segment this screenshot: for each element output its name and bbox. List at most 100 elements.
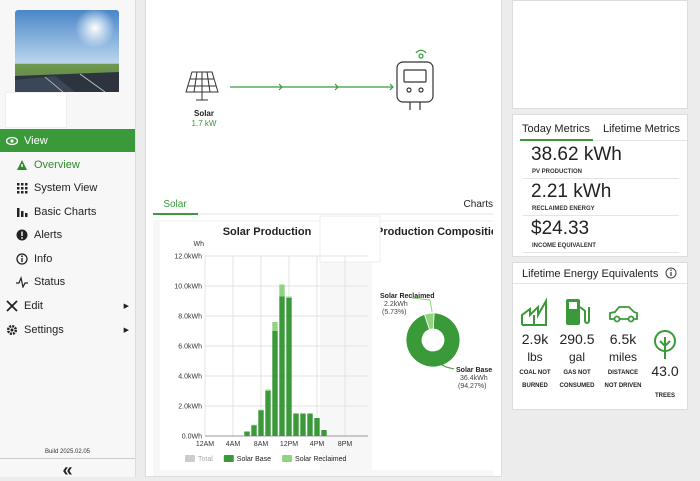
equivalent-unit: gal: [568, 350, 585, 364]
metric-label: INCOME EQUIVALENT: [532, 243, 596, 249]
tab-rule: [593, 140, 687, 141]
nav-item[interactable]: Info: [0, 247, 135, 270]
pie-value-label: 36.4kWh: [460, 375, 488, 382]
y-tick-label: 12.0kWh: [174, 254, 202, 261]
leader-line: [439, 363, 455, 370]
pie-percent-label: (5.73%): [382, 309, 407, 316]
nav-item[interactable]: Status: [0, 270, 135, 293]
equivalent-unit: lbs: [527, 350, 543, 364]
legend-label: Solar Base: [237, 456, 271, 463]
bar: [265, 389, 271, 391]
nav-label: Basic Charts: [34, 205, 97, 218]
equivalent-value: 6.5k: [609, 331, 637, 347]
tab-underline: [520, 139, 593, 141]
nav-icon: [16, 229, 28, 240]
nav-label: Overview: [34, 158, 80, 171]
bar: [251, 424, 257, 426]
legend-label: Solar Reclaimed: [295, 456, 346, 463]
nav-label: System View: [34, 181, 98, 194]
popup-box: [319, 215, 381, 263]
nav-label: Settings: [24, 323, 64, 336]
nav-item[interactable]: Alerts: [0, 223, 135, 246]
nav-item[interactable]: System View: [0, 176, 135, 199]
nav-icon: [16, 252, 28, 265]
nav-icon: [6, 299, 18, 312]
equivalents-card: Lifetime Energy Equivalents 2.9k lbs COAL …: [512, 262, 688, 410]
pie-label: Solar Reclaimed: [380, 293, 434, 300]
bar: [265, 391, 271, 436]
nav-arrow: ▶: [123, 302, 129, 310]
build-label: Build 2025.02.05: [44, 449, 91, 455]
equivalent: 6.5k miles DISTANCE NOT DRIVEN: [601, 297, 645, 389]
pie-chart-bg: [372, 222, 493, 470]
y-tick-label: 2.0kWh: [178, 404, 202, 411]
metric-label: RECLAIMED ENERGY: [532, 206, 595, 212]
rule: [513, 283, 687, 284]
y-tick-label: 6.0kWh: [178, 344, 202, 351]
rule: [523, 215, 679, 216]
nav-item[interactable]: Edit ▶: [0, 294, 135, 317]
bar-chart-title: Solar Production: [223, 226, 312, 238]
bar: [258, 409, 264, 411]
tab-lifetime[interactable]: Lifetime Metrics: [603, 123, 681, 135]
bar: [272, 331, 278, 436]
equivalent-label: TREES: [654, 393, 675, 399]
equivalent-icon: [609, 306, 638, 323]
equivalent-icon: [521, 297, 547, 326]
equivalent-value: 43.0: [651, 363, 679, 379]
y-tick-label: 10.0kWh: [174, 284, 202, 291]
nav-label: Edit: [24, 299, 43, 312]
tab-today[interactable]: Today Metrics: [522, 123, 590, 135]
rule: [523, 178, 679, 179]
tab-solar[interactable]: Solar: [163, 199, 187, 210]
logo-box: [5, 92, 67, 128]
metric-value: $24.33: [531, 218, 590, 239]
bar: [293, 413, 299, 436]
bar: [321, 430, 327, 436]
flow-arrows: [278, 83, 394, 91]
nav-item[interactable]: Settings ▶: [0, 318, 135, 341]
metric-value: 2.21 kWh: [531, 181, 612, 202]
x-tick-label: 12PM: [280, 441, 298, 448]
sidebar: Today, therewill be hours ofsunlight & a…: [0, 0, 136, 480]
equivalent-value: 2.9k: [521, 331, 549, 347]
equivalent: 43.0 TREES: [643, 329, 687, 399]
x-tick-label: 8PM: [338, 441, 353, 448]
pie-chart-title: Production Composition: [376, 226, 500, 238]
solar-panel-icon: [185, 71, 219, 101]
nav-icon: [17, 207, 28, 217]
equivalents-title: Lifetime Energy Equivalents: [522, 268, 659, 280]
bar: [258, 410, 264, 436]
nav-icon: [17, 159, 27, 170]
tab-charts[interactable]: Charts: [464, 199, 493, 210]
nav-item[interactable]: Basic Charts: [0, 200, 135, 223]
nav-label: View: [24, 134, 48, 147]
nav-label: Alerts: [34, 228, 63, 241]
equivalent: 2.9k lbs COAL NOT BURNED: [513, 297, 557, 389]
x-tick-label: 8AM: [254, 441, 269, 448]
nav-icon: [6, 136, 18, 145]
nav-item[interactable]: View: [0, 129, 135, 152]
equivalent-label: CONSUMED: [559, 383, 595, 389]
y-tick-label: 8.0kWh: [178, 314, 202, 321]
equivalent-unit: miles: [608, 350, 637, 364]
main-graphics: Solar 1.7 kW Solar Charts Solar Producti…: [153, 49, 500, 476]
equivalent-label: GAS NOT: [563, 370, 591, 376]
info-icon[interactable]: [665, 267, 677, 279]
nav-item[interactable]: Overview: [0, 153, 135, 176]
y-tick-label: 0.0Wh: [182, 434, 202, 441]
equivalent-label: COAL NOT: [519, 370, 551, 376]
bar: [286, 298, 292, 436]
meter-icon: [396, 49, 434, 110]
legend-swatch: [185, 455, 195, 462]
nav-icon: [16, 275, 28, 288]
metric-value: 38.62 kWh: [531, 144, 622, 165]
pie-slice: [423, 312, 435, 331]
legend-swatch: [223, 455, 234, 462]
bar: [314, 418, 320, 436]
collapse-button[interactable]: «: [62, 460, 73, 480]
metrics-card: Today Metrics Lifetime Metrics 38.62 kWh…: [512, 114, 688, 257]
bar: [279, 284, 285, 297]
pie-label: Solar Base: [456, 367, 492, 374]
